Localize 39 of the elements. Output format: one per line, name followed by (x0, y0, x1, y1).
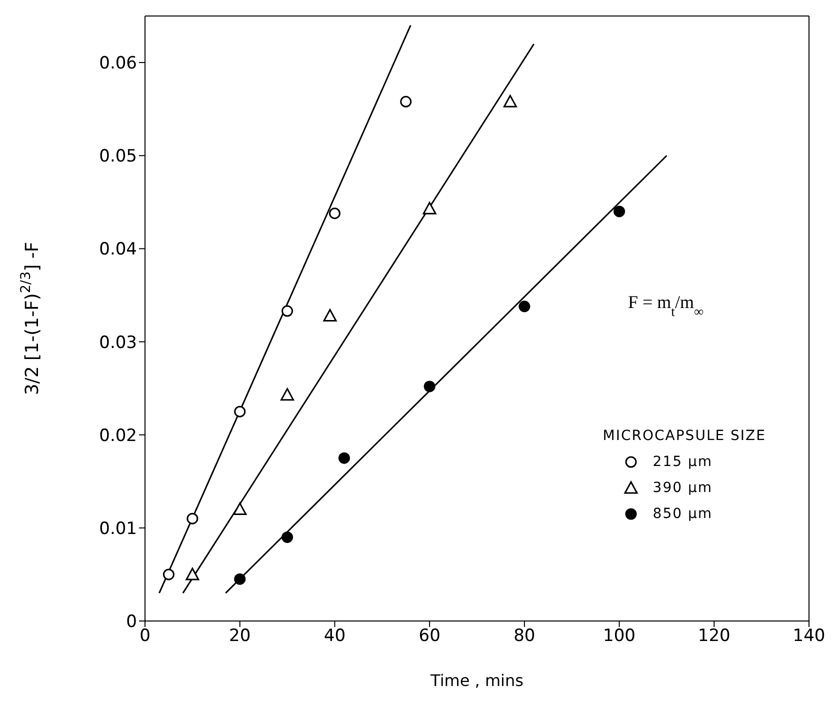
point (233, 502, 247, 516)
point (422, 202, 436, 214)
point (338, 452, 350, 464)
point (186, 568, 200, 580)
annotation: F = m$_{t}$/m$_{∞}$ (628, 292, 704, 318)
y-tick-label: 0.06 (99, 54, 137, 74)
point (518, 300, 530, 312)
x-tick-label: 60 (418, 626, 440, 646)
y-tick-label: 0.03 (99, 332, 137, 353)
x-tick-label: 100 (603, 626, 636, 646)
x-axis-title: Time , mins (430, 671, 524, 690)
x-tick-label: 140 (792, 626, 826, 646)
legend-label: 390 μm (652, 480, 712, 496)
y-tick-label: 0.05 (99, 146, 137, 167)
point (282, 531, 294, 543)
point (234, 573, 246, 585)
point (503, 94, 517, 108)
point (614, 206, 626, 218)
legend-label: 850 μm (652, 506, 712, 522)
x-tick-label: 80 (514, 626, 536, 646)
point (424, 380, 436, 392)
y-tick-label: 0.04 (99, 240, 137, 260)
x-tick-label: 40 (324, 626, 346, 646)
y-tick-label: 0.02 (99, 426, 137, 446)
y-tick-label: 0 (126, 612, 137, 632)
point (186, 512, 198, 524)
point (323, 308, 337, 322)
point (280, 388, 294, 401)
point (400, 96, 412, 108)
y-tick-label: 0.01 (99, 518, 137, 539)
legend-label: 215 μm (652, 454, 712, 470)
x-tick-label: 120 (698, 626, 730, 646)
x-tick-label: 0 (140, 626, 150, 646)
legend-title: MICROCAPSULE SIZE (602, 428, 766, 444)
point (282, 305, 294, 317)
point (162, 568, 174, 580)
x-tick-label: 20 (229, 626, 251, 646)
point (234, 406, 246, 418)
point (328, 208, 340, 220)
